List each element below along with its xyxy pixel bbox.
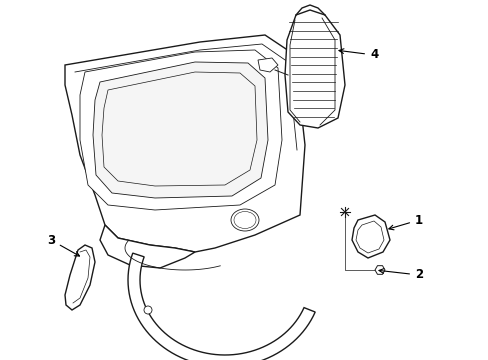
PathPatch shape <box>80 50 282 210</box>
PathPatch shape <box>128 253 315 360</box>
Ellipse shape <box>234 211 256 229</box>
Text: 4: 4 <box>338 49 378 62</box>
Text: 1: 1 <box>388 213 422 230</box>
Text: 3: 3 <box>47 234 80 256</box>
PathPatch shape <box>65 245 95 310</box>
PathPatch shape <box>374 266 384 274</box>
Ellipse shape <box>230 209 259 231</box>
PathPatch shape <box>258 58 278 72</box>
PathPatch shape <box>93 62 267 198</box>
PathPatch shape <box>351 215 389 258</box>
Circle shape <box>143 306 152 314</box>
PathPatch shape <box>285 10 345 128</box>
PathPatch shape <box>65 35 305 252</box>
Text: 2: 2 <box>378 269 422 282</box>
PathPatch shape <box>100 225 195 268</box>
